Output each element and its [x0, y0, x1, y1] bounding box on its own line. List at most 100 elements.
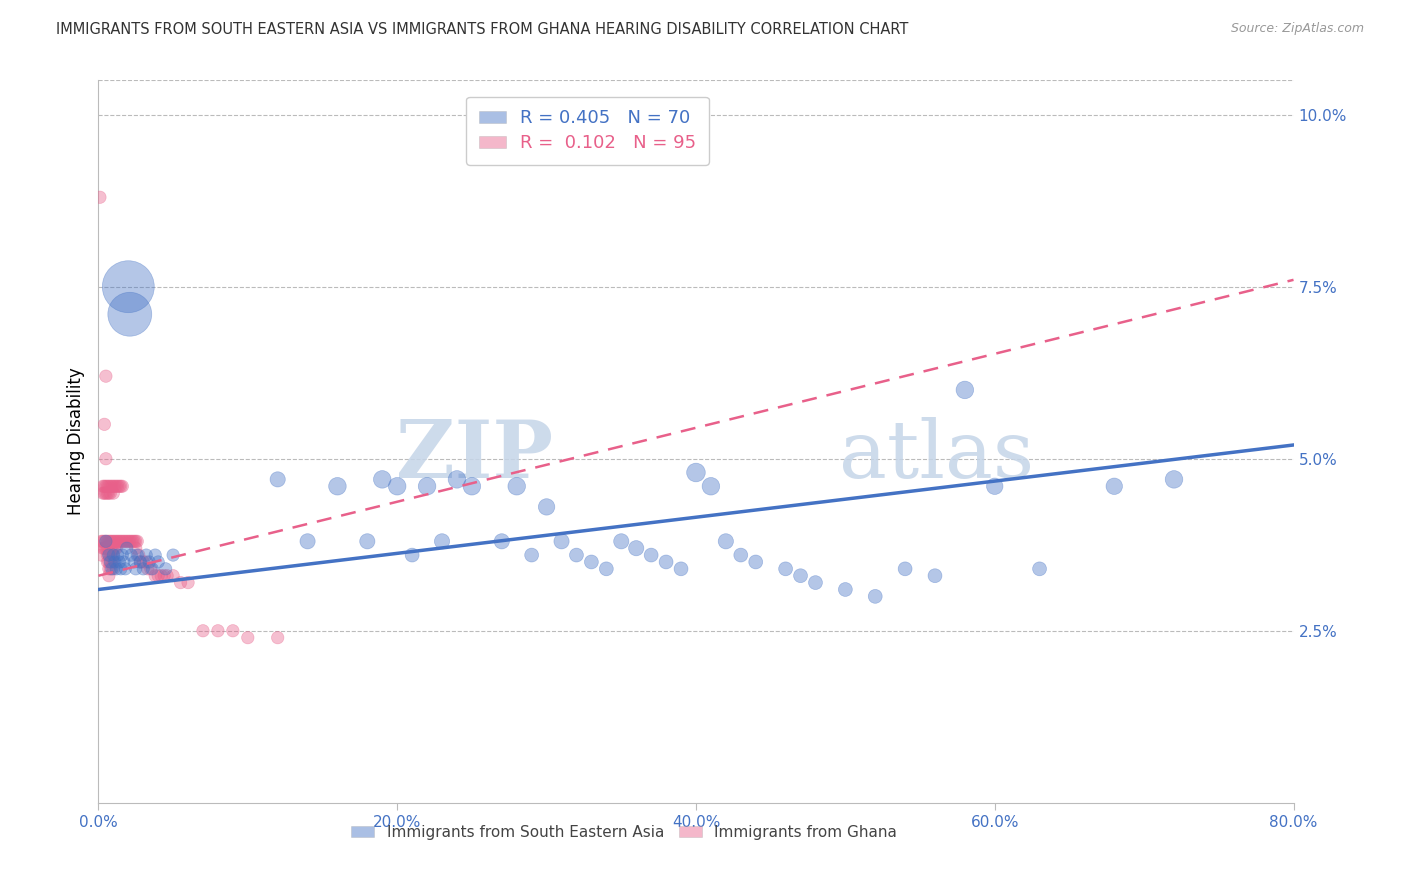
Point: [894, 562, 917, 576]
Point: [156, 568, 179, 582]
Point: [129, 555, 152, 569]
Point: [127, 534, 149, 549]
Point: [98, 534, 122, 549]
Point: [162, 568, 184, 582]
Point: [117, 279, 139, 293]
Point: [775, 562, 797, 576]
Point: [655, 555, 678, 569]
Point: [640, 548, 662, 562]
Point: [135, 548, 157, 562]
Point: [97, 548, 120, 562]
Point: [96, 534, 118, 549]
Point: [104, 534, 127, 549]
Point: [1028, 562, 1050, 576]
Point: [107, 479, 129, 493]
Point: [177, 575, 200, 590]
Point: [101, 555, 124, 569]
Point: [91, 541, 114, 556]
Point: [103, 548, 125, 562]
Point: [129, 555, 152, 569]
Point: [101, 534, 124, 549]
Point: [371, 472, 394, 486]
Point: [461, 479, 484, 493]
Point: [118, 534, 141, 549]
Point: [96, 555, 118, 569]
Point: [97, 486, 120, 500]
Text: Source: ZipAtlas.com: Source: ZipAtlas.com: [1230, 22, 1364, 36]
Point: [169, 575, 191, 590]
Point: [1104, 479, 1126, 493]
Point: [104, 479, 127, 493]
Point: [506, 479, 529, 493]
Point: [97, 479, 120, 493]
Point: [98, 479, 122, 493]
Point: [148, 568, 170, 582]
Point: [127, 548, 149, 562]
Point: [121, 534, 143, 549]
Point: [267, 631, 290, 645]
Legend: Immigrants from South Eastern Asia, Immigrants from Ghana: Immigrants from South Eastern Asia, Immi…: [346, 819, 903, 846]
Point: [103, 555, 125, 569]
Point: [103, 534, 125, 549]
Point: [93, 486, 115, 500]
Point: [98, 541, 122, 556]
Point: [94, 541, 117, 556]
Point: [98, 555, 122, 569]
Point: [96, 541, 118, 556]
Text: IMMIGRANTS FROM SOUTH EASTERN ASIA VS IMMIGRANTS FROM GHANA HEARING DISABILITY C: IMMIGRANTS FROM SOUTH EASTERN ASIA VS IM…: [56, 22, 908, 37]
Point: [108, 555, 131, 569]
Point: [97, 541, 120, 556]
Point: [110, 562, 132, 576]
Point: [118, 307, 141, 321]
Point: [581, 555, 603, 569]
Point: [103, 548, 125, 562]
Point: [98, 548, 122, 562]
Point: [101, 548, 124, 562]
Point: [148, 555, 170, 569]
Point: [191, 624, 214, 638]
Point: [143, 548, 166, 562]
Point: [520, 548, 543, 562]
Point: [94, 479, 117, 493]
Point: [136, 562, 159, 576]
Point: [105, 534, 128, 549]
Point: [111, 534, 134, 549]
Point: [446, 472, 468, 486]
Point: [96, 486, 118, 500]
Point: [97, 548, 120, 562]
Point: [93, 541, 115, 556]
Point: [222, 624, 245, 638]
Point: [207, 624, 229, 638]
Point: [124, 534, 146, 549]
Point: [104, 555, 127, 569]
Point: [550, 534, 572, 549]
Point: [132, 562, 155, 576]
Point: [97, 555, 120, 569]
Text: atlas: atlas: [839, 417, 1035, 495]
Point: [685, 466, 707, 480]
Point: [125, 534, 148, 549]
Point: [105, 541, 128, 556]
Point: [97, 568, 120, 582]
Point: [953, 383, 976, 397]
Point: [90, 548, 112, 562]
Point: [141, 562, 163, 576]
Point: [89, 190, 111, 204]
Point: [114, 534, 136, 549]
Point: [143, 568, 166, 582]
Point: [128, 548, 150, 562]
Point: [103, 562, 125, 576]
Point: [103, 541, 125, 556]
Y-axis label: Hearing Disability: Hearing Disability: [66, 368, 84, 516]
Point: [565, 548, 588, 562]
Point: [804, 575, 827, 590]
Point: [401, 548, 423, 562]
Point: [94, 369, 117, 384]
Point: [97, 562, 120, 576]
Point: [112, 534, 135, 549]
Point: [416, 479, 439, 493]
Point: [90, 534, 112, 549]
Point: [101, 562, 124, 576]
Point: [98, 555, 122, 569]
Point: [132, 555, 155, 569]
